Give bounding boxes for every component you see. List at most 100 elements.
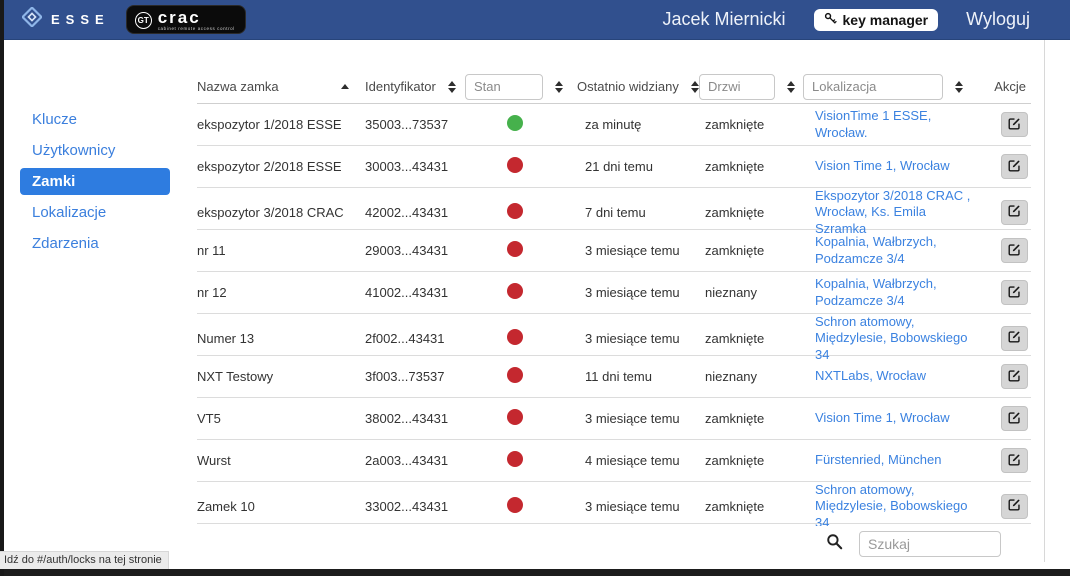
lock-identifier: 38002...43431 <box>365 411 449 426</box>
key-manager-button[interactable]: key manager <box>813 8 939 31</box>
edit-button[interactable] <box>1001 325 1028 351</box>
edit-button[interactable] <box>1001 493 1028 519</box>
location-link[interactable]: Ekspozytor 3/2018 CRAC , Wrocław, Ks. Em… <box>815 188 971 236</box>
sort-asc-icon[interactable] <box>341 84 349 89</box>
lock-name: Wurst <box>197 453 231 468</box>
lock-name: Zamek 10 <box>197 498 255 514</box>
lock-identifier: 30003...43431 <box>365 159 449 174</box>
status-dot <box>507 367 523 383</box>
door-state: zamknięte <box>705 117 765 132</box>
edit-icon <box>1008 243 1021 259</box>
lock-name: NXT Testowy <box>197 369 274 384</box>
table-row: Wurst 2a003...43431 4 miesiące temu zamk… <box>197 440 1031 482</box>
locks-table: Nazwa zamka Identyfikator Ostatnio widzi… <box>197 70 1031 557</box>
status-dot <box>507 202 523 219</box>
logout-link[interactable]: Wyloguj <box>966 9 1030 29</box>
column-label-actions: Akcje <box>994 79 1026 94</box>
crac-caption: cabinet remote access control <box>157 25 235 31</box>
crac-logo-text: crac <box>157 7 201 27</box>
status-dot <box>507 241 523 257</box>
door-state: zamknięte <box>705 411 765 426</box>
edit-button[interactable] <box>1001 199 1028 225</box>
location-link[interactable]: Kopalnia, Wałbrzych, Podzamcze 3/4 <box>815 234 937 266</box>
esse-logo: ESSE <box>21 6 110 32</box>
lock-name: nr 11 <box>197 243 226 258</box>
location-filter-input[interactable] <box>803 73 943 100</box>
edit-icon <box>1008 285 1021 301</box>
esse-diamond-icon <box>21 6 43 32</box>
table-row: ekspozytor 3/2018 CRAC 42002...43431 7 d… <box>197 188 1031 236</box>
status-bar-url-hint: Idź do #/auth/locks na tej stronie <box>0 551 169 569</box>
table-row: VT5 38002...43431 3 miesiące temu zamkni… <box>197 398 1031 440</box>
location-link[interactable]: NXTLabs, Wrocław <box>815 368 927 384</box>
door-state: zamknięte <box>705 330 765 346</box>
sidebar-item-lokalizacje[interactable]: Lokalizacje <box>32 204 107 221</box>
location-link[interactable]: Vision Time 1, Wrocław <box>815 410 950 426</box>
content-right-border <box>1044 40 1045 562</box>
door-state: zamknięte <box>705 453 765 468</box>
location-link[interactable]: VisionTime 1 ESSE, Wrocław. <box>815 108 932 140</box>
table-row: nr 11 29003...43431 3 miesiące temu zamk… <box>197 230 1031 272</box>
last-seen: za minutę <box>585 117 642 132</box>
location-link[interactable]: Schron atomowy, Międzylesie, Bobowskiego… <box>815 314 968 362</box>
edit-icon <box>1008 159 1021 175</box>
table-row: ekspozytor 2/2018 ESSE 30003...43431 21 … <box>197 146 1031 188</box>
sort-both-icon[interactable] <box>955 80 963 93</box>
edit-button[interactable] <box>1001 154 1028 179</box>
edit-icon <box>1008 369 1021 385</box>
lock-identifier: 35003...73537 <box>365 117 449 132</box>
state-filter-input[interactable] <box>465 73 543 100</box>
location-link[interactable]: Schron atomowy, Międzylesie, Bobowskiego… <box>815 482 968 526</box>
edit-button[interactable] <box>1001 406 1028 431</box>
lock-name: ekspozytor 3/2018 CRAC <box>197 204 344 220</box>
location-link[interactable]: Kopalnia, Wałbrzych, Podzamcze 3/4 <box>815 276 937 308</box>
status-dot <box>507 328 523 345</box>
last-seen: 7 dni temu <box>585 204 646 220</box>
lock-name: Numer 13 <box>197 330 255 346</box>
edit-button[interactable] <box>1001 448 1028 473</box>
sidebar-item-klucze[interactable]: Klucze <box>32 111 78 128</box>
column-label-name: Nazwa zamka <box>197 79 279 94</box>
window-left-edge <box>0 0 4 576</box>
sidebar-item-użytkownicy[interactable]: Użytkownicy <box>32 142 116 159</box>
sort-both-icon[interactable] <box>787 80 795 93</box>
edit-button[interactable] <box>1001 364 1028 389</box>
door-state: zamknięte <box>705 498 765 514</box>
edit-icon <box>1008 498 1021 514</box>
sort-both-icon[interactable] <box>555 80 563 93</box>
table-row: Zamek 10 33002...43431 3 miesiące temu z… <box>197 482 1031 526</box>
status-dot <box>507 157 523 173</box>
last-seen: 3 miesiące temu <box>585 285 680 300</box>
table-row: Numer 13 2f002...43431 3 miesiące temu z… <box>197 314 1031 362</box>
edit-button[interactable] <box>1001 238 1028 263</box>
sort-both-icon[interactable] <box>690 80 699 93</box>
lock-name: nr 12 <box>197 285 227 300</box>
crac-logo: GT crac cabinet remote access control <box>125 4 246 35</box>
table-header-row: Nazwa zamka Identyfikator Ostatnio widzi… <box>197 70 1031 104</box>
lock-identifier: 33002...43431 <box>365 498 449 514</box>
lock-name: VT5 <box>197 411 221 426</box>
location-link[interactable]: Fürstenried, München <box>815 452 942 468</box>
sort-both-icon[interactable] <box>447 80 456 93</box>
sidebar-item-zdarzenia[interactable]: Zdarzenia <box>32 235 99 252</box>
column-label-last-seen: Ostatnio widziany <box>577 79 679 94</box>
lock-identifier: 29003...43431 <box>365 243 449 258</box>
esse-logo-text: ESSE <box>51 12 110 27</box>
search-row <box>197 531 1031 557</box>
edit-button[interactable] <box>1001 112 1028 137</box>
door-state: nieznany <box>705 285 758 300</box>
last-seen: 11 dni temu <box>585 369 652 384</box>
lock-identifier: 42002...43431 <box>365 204 449 220</box>
app-header: ESSE GT crac cabinet remote access contr… <box>0 0 1070 40</box>
sidebar: Klucze Użytkownicy Zamki Lokalizacje Zdarzen… <box>20 106 170 257</box>
lock-name: ekspozytor 2/2018 ESSE <box>197 159 342 174</box>
location-link[interactable]: Vision Time 1, Wrocław <box>815 158 950 174</box>
door-filter-input[interactable] <box>699 73 775 100</box>
lock-name: ekspozytor 1/2018 ESSE <box>197 117 342 132</box>
last-seen: 3 miesiące temu <box>585 498 680 514</box>
edit-button[interactable] <box>1001 280 1028 305</box>
sidebar-item-zamki[interactable]: Zamki <box>20 168 170 195</box>
search-input[interactable] <box>859 531 1001 557</box>
door-state: zamknięte <box>705 243 765 258</box>
table-row: NXT Testowy 3f003...73537 11 dni temu ni… <box>197 356 1031 398</box>
